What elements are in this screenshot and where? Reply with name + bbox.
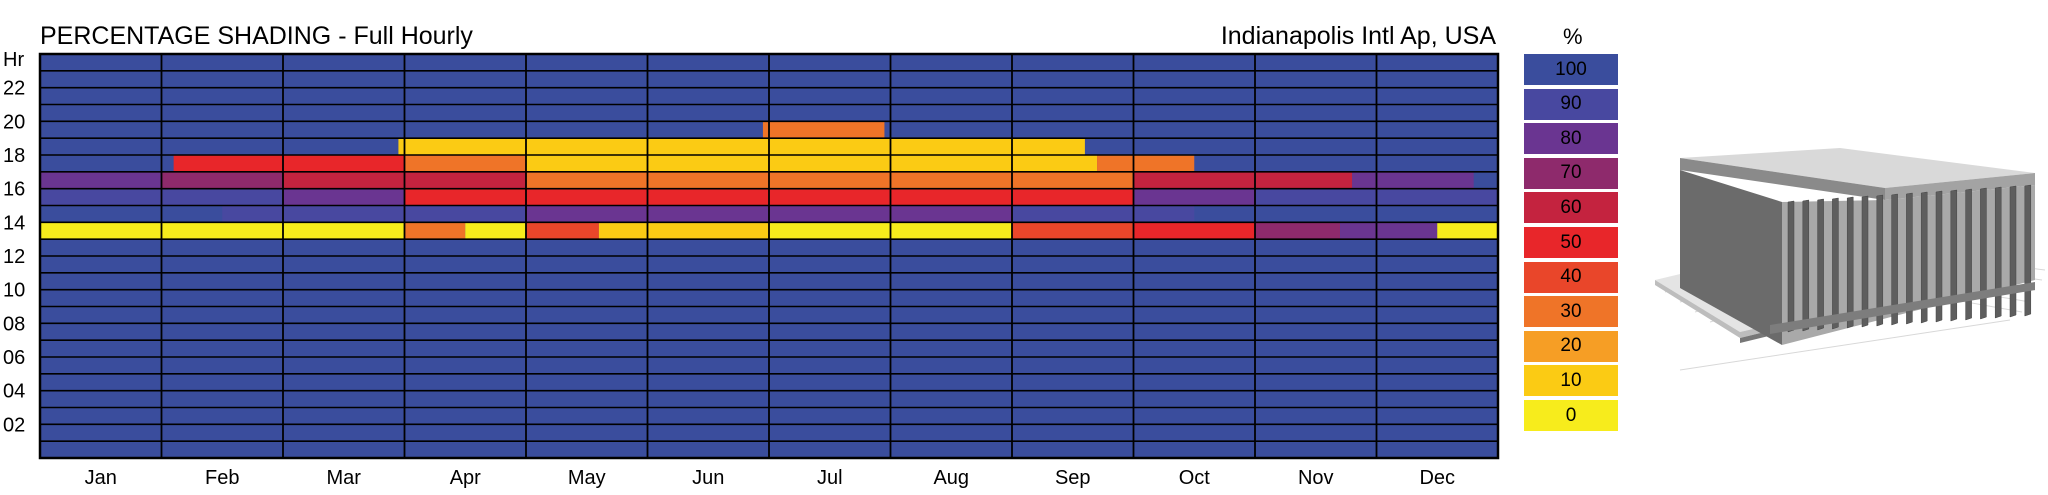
building-model-image (1655, 148, 2045, 371)
louver-fin (1950, 189, 1958, 322)
louver-fin (1906, 192, 1913, 325)
heatmap-cell (161, 171, 283, 189)
legend-item: 0 (1524, 400, 1618, 431)
heatmap-cell (40, 222, 405, 240)
y-tick-label: 16 (3, 179, 25, 201)
legend-item: 20 (1524, 330, 1618, 362)
y-tick-label: 20 (3, 111, 25, 133)
legend-item: 10 (1524, 365, 1618, 397)
x-tick-label: Jun (692, 467, 724, 489)
plot-frame (38, 52, 1500, 460)
heatmap-cell (404, 155, 526, 172)
louver-fin (1935, 190, 1943, 323)
louver-fin (1891, 193, 1898, 326)
y-tick-label: 04 (3, 381, 25, 403)
heatmap-chart: Hr 22 20 18 16 14 12 10 08 06 04 02 Jan Feb Mar Apr May… (3, 49, 1500, 489)
louver-fin (2009, 185, 2017, 318)
louver-fin (1876, 194, 1884, 327)
heatmap-cell (1133, 222, 1255, 240)
legend-item: 50 (1524, 227, 1618, 258)
legend-unit: % (1563, 24, 1583, 49)
legend-item: 30 (1524, 296, 1618, 328)
y-tick-label: 08 (3, 313, 25, 335)
heatmap-grid (38, 52, 1500, 460)
heatmap-cell (526, 222, 599, 240)
y-tick-label: 02 (3, 414, 25, 436)
legend-item: 40 (1524, 261, 1618, 293)
louver-fin (1832, 197, 1839, 330)
heatmap-cell (1437, 222, 1498, 240)
legend-item: 100 (1524, 54, 1618, 85)
heatmap-cell (173, 155, 405, 172)
louver-fin (1817, 198, 1824, 331)
y-tick-label: 10 (3, 280, 25, 302)
legend-item: 80 (1524, 123, 1618, 155)
louver-fin (1802, 199, 1810, 332)
legend-item: 60 (1524, 192, 1618, 224)
heatmap-cell (1255, 222, 1341, 240)
x-tick-label: Oct (1179, 467, 1211, 489)
y-ticks: Hr 22 20 18 16 14 12 10 08 06 04 02 (3, 49, 25, 436)
louver-fin (1861, 195, 1869, 328)
louver-fin (1846, 196, 1854, 329)
louver-fin (2024, 184, 2032, 317)
y-tick-label: 18 (3, 145, 25, 167)
heatmap-cell (1352, 171, 1474, 189)
heatmap-cell (1340, 222, 1438, 240)
x-tick-label: Apr (450, 467, 481, 489)
heatmap-cell (398, 138, 1085, 155)
louver-fin (1980, 187, 1987, 320)
heatmap-cell (1133, 171, 1353, 189)
x-tick-label: Mar (327, 467, 362, 489)
x-tick-label: Nov (1298, 467, 1334, 489)
louver-fin (1920, 191, 1928, 324)
heatmap-cell (598, 222, 769, 240)
x-tick-label: Sep (1055, 467, 1091, 489)
y-axis-label: Hr (3, 49, 24, 71)
heatmap-cell (1012, 205, 1195, 223)
heatmap-cell (1012, 222, 1134, 240)
chart-title: PERCENTAGE SHADING - Full Hourly (40, 22, 473, 50)
heatmap-cell (762, 121, 885, 139)
heatmap-cell (404, 222, 466, 240)
x-tick-label: Jul (817, 467, 843, 489)
legend-item: 70 (1524, 157, 1618, 189)
heatmap-cell (222, 205, 526, 223)
x-tick-label: May (568, 467, 606, 489)
location-label: Indianapolis Intl Ap, USA (1220, 22, 1496, 50)
heatmap-cell (1097, 155, 1195, 172)
legend-item: 90 (1524, 88, 1618, 120)
y-tick-label: 06 (3, 347, 25, 369)
x-tick-label: Aug (933, 467, 969, 489)
heatmap-cell (283, 188, 405, 206)
x-tick-label: Dec (1419, 467, 1455, 489)
x-tick-label: Feb (205, 467, 239, 489)
y-tick-label: 22 (3, 78, 25, 100)
x-labels: Jan Feb Mar Apr May Jun Jul Aug Sep Oct Nov Dec (85, 467, 1455, 489)
louver-fin (1965, 188, 1972, 321)
heatmap-cell (526, 155, 1098, 172)
louver-fin (1787, 200, 1795, 333)
x-tick-label: Jan (85, 467, 117, 489)
heatmap-cell (1133, 188, 1255, 206)
louver-fin (1994, 186, 2002, 319)
y-tick-label: 12 (3, 246, 25, 268)
heatmap-cell (465, 222, 526, 240)
heatmap-cell (40, 171, 162, 189)
y-tick-label: 14 (3, 212, 25, 234)
heatmap-cell (526, 171, 1134, 189)
